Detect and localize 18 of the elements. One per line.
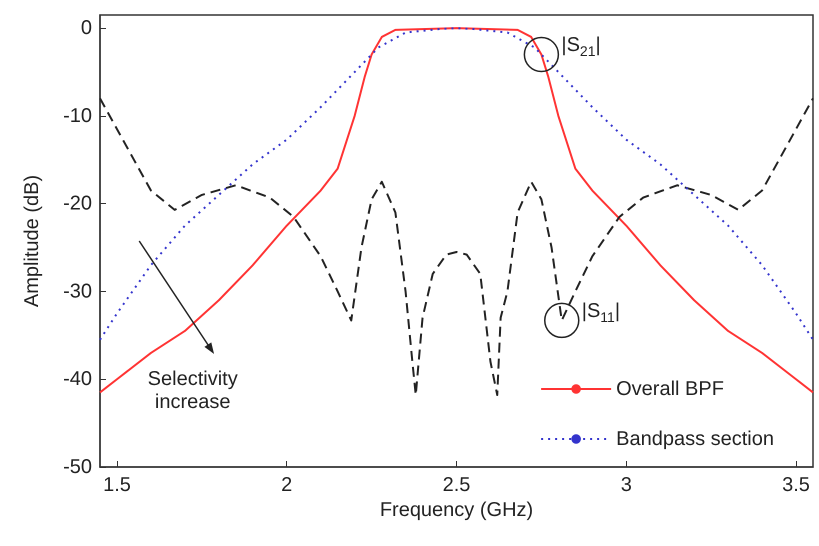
annotation: |S$_{11}$| (582, 300, 620, 326)
y-tick-label: -10 (63, 104, 92, 127)
y-tick-label: 0 (80, 17, 92, 40)
legend-label: Bandpass section (616, 428, 774, 450)
y-tick-label: -20 (63, 192, 92, 215)
x-tick-label: 3 (620, 474, 632, 496)
annotation: |S$_{21}$| (561, 34, 601, 60)
x-tick-label: 3.5 (782, 474, 810, 496)
y-tick-label: -30 (63, 280, 92, 302)
legend-label: Overall BPF (616, 378, 724, 400)
annotation: Selectivity increase (146, 368, 239, 414)
y-axis-title: Amplitude (dB) (21, 174, 43, 308)
x-axis-title: Frequency (GHz) (380, 498, 534, 521)
y-tick-label: -50 (63, 456, 92, 478)
x-tick-label: 2 (281, 474, 292, 496)
y-tick-label: -40 (63, 368, 92, 390)
x-tick-label: 1.5 (103, 474, 131, 496)
x-tick-label: 2.5 (442, 474, 470, 496)
